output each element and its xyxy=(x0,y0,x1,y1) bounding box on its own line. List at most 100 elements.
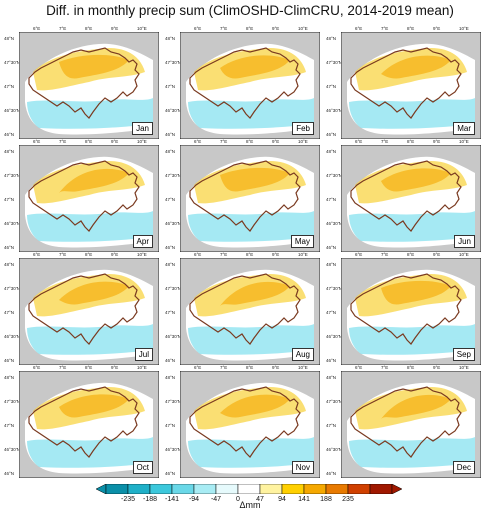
lon-tick-label: 6°E xyxy=(355,365,363,370)
lat-tick-label: 46°N xyxy=(326,471,337,476)
lon-tick-label: 10°E xyxy=(459,252,469,257)
month-label: Dec xyxy=(452,461,475,474)
colorbar-segment xyxy=(171,484,195,494)
lat-tick-label: 47°30'N xyxy=(4,399,20,404)
colorbar-left-arrow xyxy=(96,484,107,494)
figure-title: Diff. in monthly precip sum (ClimOSHD-Cl… xyxy=(46,3,454,18)
month-label: Nov xyxy=(291,461,314,474)
colorbar-tick-label: 188 xyxy=(320,496,332,503)
lon-tick-label: 10°E xyxy=(137,365,147,370)
lat-tick-label: 46°30'N xyxy=(165,221,181,226)
lon-tick-label: 6°E xyxy=(194,139,202,144)
lat-tick-label: 46°N xyxy=(326,132,337,137)
lat-tick-label: 48°N xyxy=(4,375,15,380)
lon-tick-label: 10°E xyxy=(298,252,308,257)
colorbar xyxy=(96,484,402,494)
month-label: Oct xyxy=(132,461,153,474)
colorbar-tick-label: -47 xyxy=(210,496,222,503)
map-panel-mar: 6°E 7°E 8°E 9°E 10°E 48°N 47°30'N 47°N 46°30'N 46… xyxy=(326,26,481,139)
month-label: Mar xyxy=(453,122,475,135)
colorbar-segment xyxy=(215,484,239,494)
map-panel-jul: 6°E 7°E 8°E 9°E 10°E 48°N 47°30'N 47°N 46°30'N 46… xyxy=(4,252,159,365)
lon-tick-label: 6°E xyxy=(194,26,202,31)
lat-tick-label: 47°30'N xyxy=(165,173,181,178)
lon-tick-label: 9°E xyxy=(433,252,441,257)
lat-tick-label: 47°30'N xyxy=(165,60,181,65)
lon-tick-label: 6°E xyxy=(194,252,202,257)
colorbar-segment xyxy=(325,484,349,494)
lon-tick-label: 7°E xyxy=(59,252,67,257)
lat-tick-label: 47°30'N xyxy=(4,173,20,178)
lon-tick-label: 7°E xyxy=(220,252,228,257)
lat-tick-label: 46°N xyxy=(326,245,337,250)
lon-tick-label: 9°E xyxy=(433,26,441,31)
lat-tick-label: 46°30'N xyxy=(4,221,20,226)
lat-tick-label: 47°N xyxy=(165,197,176,202)
month-label: Feb xyxy=(292,122,314,135)
lat-tick-label: 46°N xyxy=(165,358,176,363)
colorbar-title: Δmm xyxy=(239,500,261,510)
lat-tick-label: 48°N xyxy=(326,149,337,154)
lat-tick-label: 47°30'N xyxy=(165,286,181,291)
lon-tick-label: 9°E xyxy=(111,252,119,257)
map-panel-feb: 6°E 7°E 8°E 9°E 10°E 48°N 47°30'N 47°N 46°30'N 46… xyxy=(165,26,320,139)
map-panel-jan: 6°E 7°E 8°E 9°E 10°E 48°N 47°30'N 47°N 46°30'N 46… xyxy=(4,26,159,139)
lon-tick-label: 9°E xyxy=(272,139,280,144)
lon-tick-label: 8°E xyxy=(246,139,254,144)
lon-tick-label: 9°E xyxy=(433,365,441,370)
lon-tick-label: 6°E xyxy=(33,139,41,144)
map-frame xyxy=(180,258,320,365)
lat-tick-label: 48°N xyxy=(326,36,337,41)
lon-tick-label: 10°E xyxy=(137,139,147,144)
lon-tick-label: 7°E xyxy=(220,139,228,144)
lon-tick-label: 9°E xyxy=(111,365,119,370)
month-label: May xyxy=(290,235,314,248)
map-panel-aug: 6°E 7°E 8°E 9°E 10°E 48°N 47°30'N 47°N 46°30'N 46… xyxy=(165,252,320,365)
map-frame xyxy=(19,371,159,478)
lat-tick-label: 46°30'N xyxy=(326,221,342,226)
colorbar-segment xyxy=(237,484,261,494)
lat-tick-label: 47°N xyxy=(326,423,337,428)
lon-tick-label: 8°E xyxy=(246,26,254,31)
lat-tick-label: 47°N xyxy=(4,197,15,202)
lon-tick-label: 8°E xyxy=(407,365,415,370)
lat-tick-label: 47°N xyxy=(4,84,15,89)
colorbar-segment xyxy=(105,484,129,494)
lon-tick-label: 7°E xyxy=(381,26,389,31)
lat-tick-label: 46°30'N xyxy=(165,447,181,452)
lon-tick-label: 8°E xyxy=(246,252,254,257)
lon-tick-label: 7°E xyxy=(381,139,389,144)
lon-tick-label: 10°E xyxy=(459,26,469,31)
map-frame xyxy=(19,145,159,252)
lon-tick-label: 9°E xyxy=(111,26,119,31)
lat-tick-label: 46°N xyxy=(165,471,176,476)
lon-tick-label: 9°E xyxy=(433,139,441,144)
lon-tick-label: 8°E xyxy=(85,365,93,370)
colorbar-segment xyxy=(127,484,151,494)
lon-tick-label: 10°E xyxy=(137,252,147,257)
lat-tick-label: 48°N xyxy=(326,375,337,380)
map-frame xyxy=(19,32,159,139)
lon-tick-label: 8°E xyxy=(85,139,93,144)
colorbar-tick-label: 47 xyxy=(256,496,264,503)
month-label: Jun xyxy=(454,235,475,248)
lat-tick-label: 47°30'N xyxy=(4,286,20,291)
lon-tick-label: 6°E xyxy=(33,365,41,370)
lon-tick-label: 10°E xyxy=(137,26,147,31)
lat-tick-label: 46°30'N xyxy=(4,334,20,339)
lon-tick-label: 10°E xyxy=(298,26,308,31)
lon-tick-label: 7°E xyxy=(220,26,228,31)
lon-tick-label: 8°E xyxy=(246,365,254,370)
month-label: Aug xyxy=(291,348,314,361)
lat-tick-label: 47°N xyxy=(326,197,337,202)
lon-tick-label: 9°E xyxy=(272,26,280,31)
lat-tick-label: 47°30'N xyxy=(165,399,181,404)
lon-tick-label: 7°E xyxy=(59,365,67,370)
lat-tick-label: 46°30'N xyxy=(4,447,20,452)
lat-tick-label: 47°N xyxy=(165,423,176,428)
lon-tick-label: 7°E xyxy=(381,252,389,257)
map-panel-may: 6°E 7°E 8°E 9°E 10°E 48°N 47°30'N 47°N 46°30'N 46… xyxy=(165,139,320,252)
lat-tick-label: 46°N xyxy=(165,132,176,137)
lat-tick-label: 47°30'N xyxy=(326,286,342,291)
lon-tick-label: 10°E xyxy=(459,365,469,370)
